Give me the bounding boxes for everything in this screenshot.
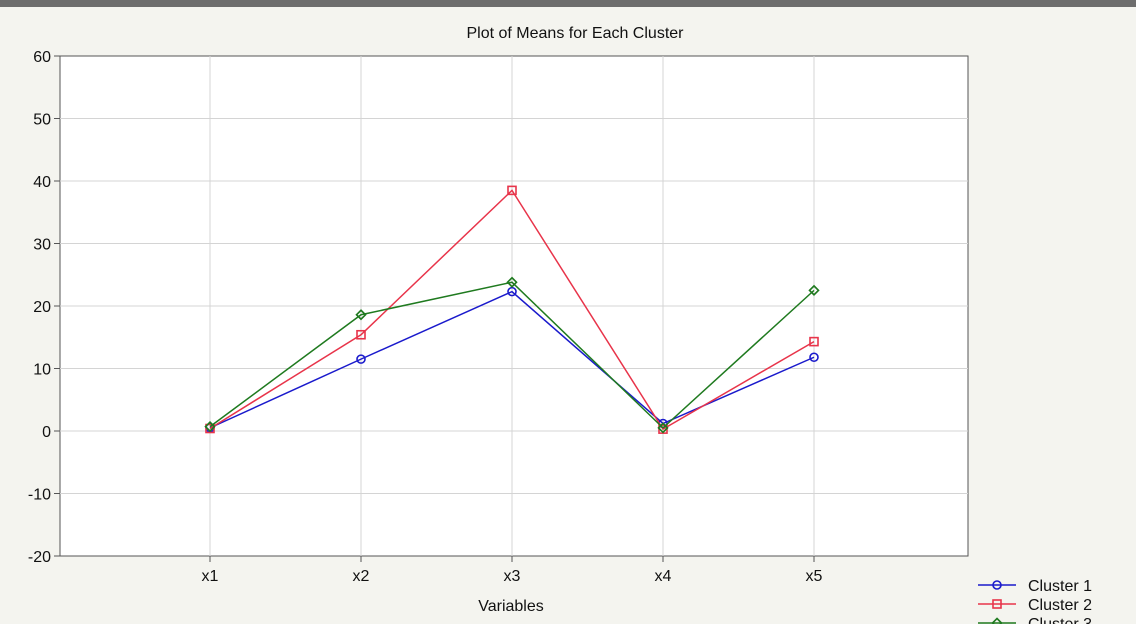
x-tick-label: x3 [504, 568, 521, 585]
data-point-square [205, 423, 215, 434]
window-top-border [0, 0, 1136, 7]
x-tick-label: x2 [353, 568, 370, 585]
x-tick-label: x5 [806, 568, 823, 585]
legend-label: Cluster 1 [1028, 578, 1092, 595]
x-tick-label: x4 [655, 568, 672, 585]
data-point-square [809, 336, 819, 347]
data-point-circle [809, 352, 819, 363]
y-tick-label: 30 [33, 237, 51, 254]
gridlines [60, 56, 968, 556]
data-point-diamond [808, 284, 820, 297]
chart-title: Plot of Means for Each Cluster [467, 25, 685, 42]
series-line [209, 189, 815, 431]
legend-entry: Cluster 3 [978, 616, 1092, 624]
y-tick-label: 10 [33, 362, 51, 379]
legend-label: Cluster 2 [1028, 597, 1092, 614]
legend-label: Cluster 3 [1028, 616, 1092, 624]
y-tick-label: 50 [33, 112, 51, 129]
data-point-diamond [506, 276, 518, 288]
y-tick-label: 60 [33, 49, 51, 66]
series-3 [204, 276, 820, 434]
y-tick-label: 0 [42, 424, 51, 441]
legend-marker [991, 617, 1003, 624]
series-line [209, 290, 815, 429]
y-tick-label: -10 [28, 487, 51, 504]
x-axis-label: Variables [478, 598, 544, 615]
legend-marker [992, 599, 1002, 609]
data-point-diamond [355, 309, 367, 321]
legend-entry: Cluster 2 [978, 597, 1092, 614]
legend-marker [992, 580, 1002, 590]
axes: -20 -10 0 10 20 30 40 50 60 x1 x2 x3 x4 x5 [28, 49, 823, 585]
data-point-diamond [657, 422, 669, 434]
x-tick-label: x1 [202, 568, 219, 585]
data-point-diamond [204, 420, 216, 433]
data-point-square [356, 329, 366, 340]
y-tick-label: -20 [28, 549, 51, 566]
y-tick-label: 20 [33, 299, 51, 316]
data-point-circle [356, 354, 366, 364]
legend-entry: Cluster 1 [978, 578, 1092, 595]
y-tick-label: 40 [33, 174, 51, 191]
legend: Cluster 1 Cluster 2 Cluster 3 [978, 578, 1092, 624]
data-point-square [507, 185, 517, 196]
series [204, 185, 820, 434]
series-line [209, 281, 815, 429]
